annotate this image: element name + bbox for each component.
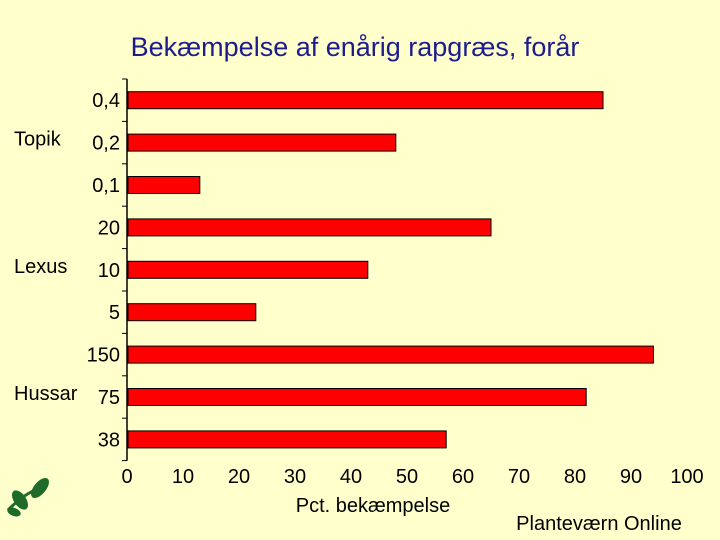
y-tick-label: 5 bbox=[109, 302, 120, 324]
bars-layer bbox=[127, 91, 654, 449]
x-tick-label: 0 bbox=[121, 466, 132, 488]
bar-lexus-0 bbox=[127, 218, 492, 237]
y-tick-label: 10 bbox=[98, 260, 120, 282]
axes-layer bbox=[122, 78, 128, 462]
bar-topik-1 bbox=[127, 133, 397, 152]
logo-leaf-right bbox=[31, 478, 49, 498]
x-tick-label: 80 bbox=[564, 466, 586, 488]
bar-topik-0 bbox=[127, 91, 604, 110]
bar-lexus-1 bbox=[127, 260, 369, 279]
x-tick-label: 10 bbox=[172, 466, 194, 488]
bar-hussar-2 bbox=[127, 430, 447, 449]
y-tick-label: 0,1 bbox=[92, 175, 120, 197]
y-tick-label: 0,4 bbox=[92, 90, 120, 112]
plant-leaves-logo bbox=[6, 478, 49, 517]
credit-text: Planteværn Online bbox=[516, 513, 682, 535]
x-axis-title: Pct. bekæmpelse bbox=[296, 495, 451, 517]
bar-lexus-2 bbox=[127, 303, 257, 322]
bar-topik-2 bbox=[127, 176, 201, 194]
x-tick-label: 30 bbox=[284, 466, 306, 488]
y-tick-label: 75 bbox=[98, 387, 120, 409]
x-tick-label: 90 bbox=[620, 466, 642, 488]
logo-leaf-left bbox=[12, 490, 28, 510]
x-tick-label: 40 bbox=[340, 466, 362, 488]
group-label-topik: Topik bbox=[14, 129, 62, 151]
x-tick-label: 20 bbox=[228, 466, 250, 488]
y-tick-label: 38 bbox=[98, 429, 120, 451]
group-label-lexus: Lexus bbox=[14, 256, 67, 278]
y-tick-label: 150 bbox=[87, 345, 120, 367]
y-tick-label: 20 bbox=[98, 217, 120, 239]
x-tick-label: 50 bbox=[396, 466, 418, 488]
x-tick-label: 70 bbox=[508, 466, 530, 488]
bar-hussar-1 bbox=[127, 388, 587, 406]
y-tick-label: 0,2 bbox=[92, 133, 120, 155]
chart-title: Bekæmpelse af enårig rapgræs, forår bbox=[131, 32, 580, 62]
x-tick-label: 100 bbox=[670, 466, 703, 488]
bar-hussar-0 bbox=[127, 345, 654, 364]
logo-leaf-small bbox=[7, 507, 21, 517]
group-label-hussar: Hussar bbox=[14, 383, 78, 405]
x-tick-label: 60 bbox=[452, 466, 474, 488]
labels-layer: 0,4 0,2 0,1 Topik 20 10 5 Lexus 150 75 38 Hussar 0 10… bbox=[14, 90, 704, 488]
